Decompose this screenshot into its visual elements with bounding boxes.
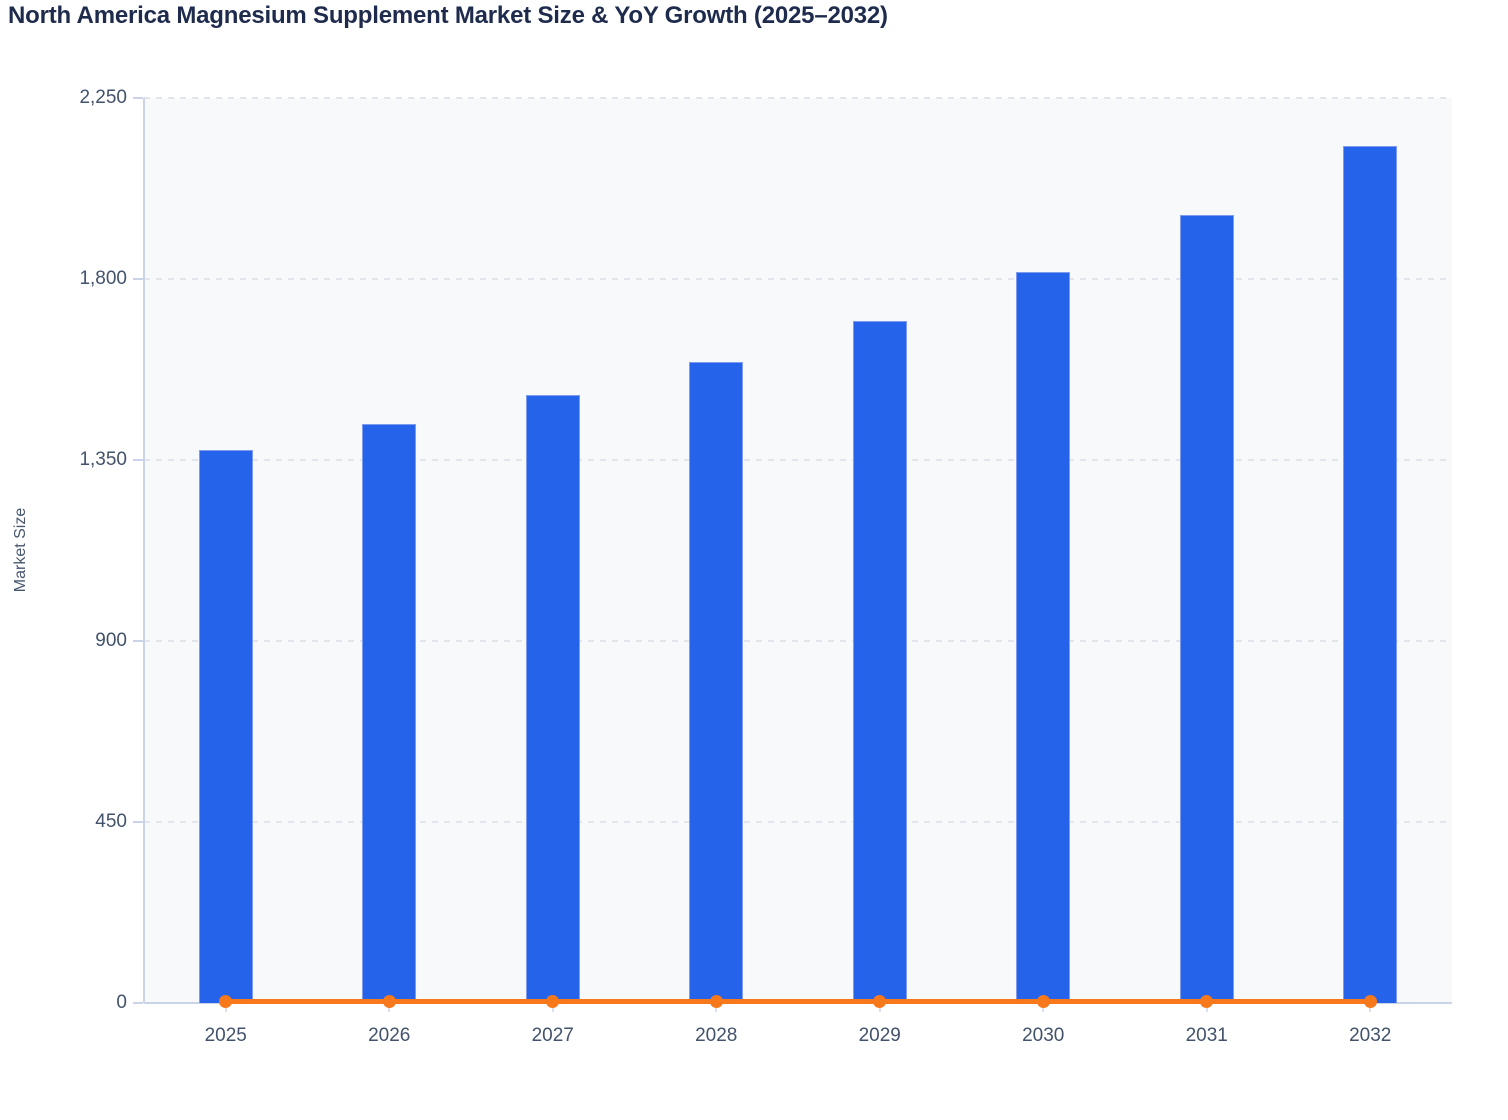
yoy-growth-point-2028 [709, 995, 723, 1008]
bar-2032 [1343, 145, 1398, 1003]
yoy-growth-point-2025 [219, 995, 233, 1008]
x-tick-label-2028: 2028 [695, 1025, 738, 1046]
x-tick-label-2025: 2025 [204, 1025, 247, 1046]
x-tick-mark [878, 1004, 881, 1012]
yoy-growth-point-2030 [1036, 995, 1050, 1008]
yoy-growth-point-2031 [1200, 995, 1214, 1008]
gridline [144, 821, 1452, 823]
x-tick-label-2032: 2032 [1349, 1025, 1392, 1046]
y-tick-mark [133, 1002, 143, 1004]
y-axis-line [143, 98, 145, 1003]
y-tick-mark [133, 640, 143, 642]
gridline [144, 459, 1452, 461]
y-axis-title: Market Size [12, 507, 29, 593]
bar-2026 [362, 423, 417, 1003]
x-tick-mark [551, 1004, 554, 1012]
y-tick-mark [133, 459, 143, 461]
yoy-growth-point-2032 [1363, 995, 1377, 1008]
yoy-growth-point-2027 [546, 995, 560, 1008]
x-tick-label-2026: 2026 [368, 1025, 411, 1046]
x-tick-mark [388, 1004, 391, 1012]
bar-2031 [1179, 214, 1234, 1003]
x-tick-mark [224, 1004, 227, 1012]
bar-2027 [525, 394, 580, 1003]
y-tick-mark [133, 278, 143, 280]
y-tick-label: 2,250 [79, 87, 127, 108]
y-tick-label: 1,800 [79, 268, 127, 289]
x-tick-label-2029: 2029 [858, 1025, 901, 1046]
bar-2029 [852, 320, 907, 1003]
gridline [144, 278, 1452, 280]
x-tick-label-2030: 2030 [1022, 1025, 1065, 1046]
gridline [144, 640, 1452, 642]
bar-2030 [1016, 272, 1071, 1003]
x-tick-mark [1369, 1004, 1372, 1012]
y-tick-label: 1,350 [79, 449, 127, 470]
x-tick-label-2027: 2027 [531, 1025, 574, 1046]
y-tick-mark [133, 97, 143, 99]
bar-2025 [198, 449, 253, 1003]
yoy-growth-point-2026 [382, 995, 396, 1008]
x-tick-mark [715, 1004, 718, 1012]
y-tick-label: 450 [95, 811, 127, 832]
x-tick-mark [1042, 1004, 1045, 1012]
y-tick-label: 900 [95, 630, 127, 651]
y-tick-label: 0 [116, 992, 127, 1013]
yoy-growth-line [225, 999, 1371, 1004]
bar-2028 [689, 361, 744, 1003]
yoy-growth-point-2029 [873, 995, 887, 1008]
gridline [144, 97, 1452, 99]
plot-area: 0 450 900 1,350 1,800 2,250 2025 2026 2027 2028 20… [79, 87, 1452, 1046]
x-tick-mark [1205, 1004, 1208, 1012]
x-tick-label-2031: 2031 [1185, 1025, 1228, 1046]
y-tick-mark [133, 821, 143, 823]
chart-title: North America Magnesium Supplement Marke… [8, 2, 888, 29]
